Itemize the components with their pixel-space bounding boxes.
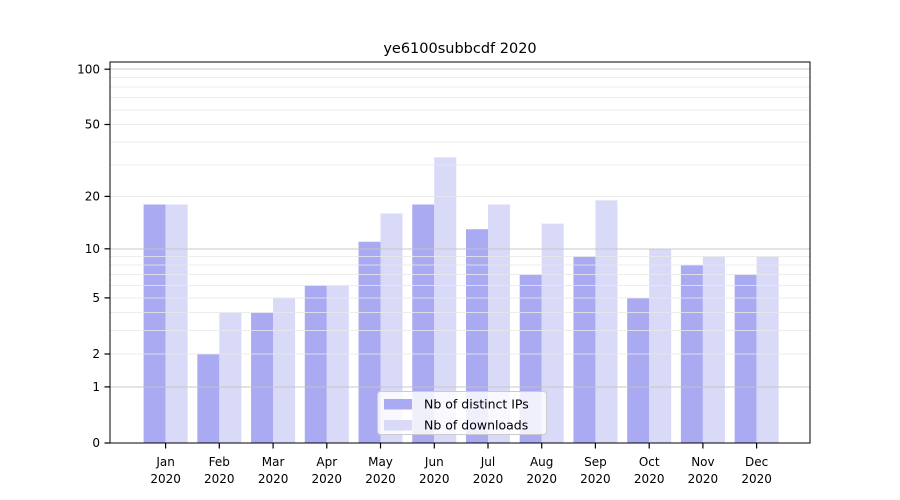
bar-downloads-sep bbox=[595, 200, 618, 443]
chart-title: ye6100subbcdf 2020 bbox=[383, 41, 536, 57]
y-tick-label: 1 bbox=[92, 380, 100, 394]
bar-distinct-ips-oct bbox=[627, 297, 650, 443]
y-tick-label: 0 bbox=[92, 436, 100, 450]
legend-box bbox=[377, 391, 547, 435]
x-tick-label-month: Aug bbox=[530, 455, 553, 469]
bar-downloads-jan bbox=[165, 204, 188, 443]
x-tick-label-year: 2020 bbox=[473, 472, 504, 486]
bar-distinct-ips-jul bbox=[465, 229, 488, 443]
legend-swatch-distinct-ips bbox=[384, 399, 412, 410]
gridlines-group bbox=[110, 68, 810, 388]
x-axis: Jan 2020 Feb 2020 Mar 2020 Apr 2020 May 2020 Jun 20… bbox=[150, 443, 772, 486]
y-tick-label: 50 bbox=[85, 118, 100, 132]
bar-downloads-aug bbox=[541, 223, 564, 443]
bar-downloads-mar bbox=[273, 297, 296, 443]
bar-downloads-feb bbox=[219, 312, 242, 443]
x-tick-label-month: Feb bbox=[209, 455, 230, 469]
bar-downloads-jun bbox=[434, 157, 457, 444]
plot-border bbox=[109, 61, 811, 444]
bar-distinct-ips-feb bbox=[197, 354, 220, 443]
x-tick-label-year: 2020 bbox=[204, 472, 235, 486]
y-tick-label: 2 bbox=[92, 347, 100, 361]
x-tick-label-month: Nov bbox=[691, 455, 714, 469]
bar-downloads-apr bbox=[326, 285, 349, 443]
legend: Nb of distinct IPs Nb of downloads bbox=[377, 391, 547, 435]
bar-distinct-ips-dec bbox=[734, 274, 757, 443]
x-tick-label-month: Jul bbox=[480, 455, 495, 469]
x-tick-label-month: Apr bbox=[316, 455, 337, 469]
y-tick-label: 5 bbox=[92, 291, 100, 305]
x-tick-label-year: 2020 bbox=[688, 472, 719, 486]
x-tick-label-year: 2020 bbox=[419, 472, 450, 486]
bar-downloads-may bbox=[380, 213, 403, 443]
x-tick-label-month: Sep bbox=[584, 455, 607, 469]
x-tick-label-month: Dec bbox=[745, 455, 768, 469]
bar-distinct-ips-apr bbox=[304, 285, 327, 443]
x-tick-label-year: 2020 bbox=[312, 472, 343, 486]
x-tick-label-year: 2020 bbox=[258, 472, 289, 486]
bar-downloads-nov bbox=[702, 256, 725, 443]
bar-downloads-jul bbox=[487, 204, 510, 443]
y-tick-label: 20 bbox=[85, 190, 100, 204]
x-tick-label-year: 2020 bbox=[365, 472, 396, 486]
legend-swatch-downloads bbox=[384, 420, 412, 431]
x-tick-label-year: 2020 bbox=[741, 472, 772, 486]
x-tick-label-month: Mar bbox=[262, 455, 285, 469]
x-tick-label-month: Jun bbox=[424, 455, 444, 469]
bar-distinct-ips-may bbox=[358, 241, 381, 443]
x-tick-label-month: Oct bbox=[639, 455, 660, 469]
bar-distinct-ips-jan bbox=[143, 204, 166, 443]
y-tick-label: 100 bbox=[77, 62, 100, 76]
bar-distinct-ips-sep bbox=[573, 256, 596, 443]
x-tick-label-month: May bbox=[368, 455, 393, 469]
x-tick-label-year: 2020 bbox=[580, 472, 611, 486]
legend-label-distinct-ips: Nb of distinct IPs bbox=[424, 397, 529, 412]
x-tick-label-year: 2020 bbox=[634, 472, 665, 486]
legend-label-downloads: Nb of downloads bbox=[424, 418, 528, 433]
bar-downloads-oct bbox=[649, 248, 672, 443]
y-tick-label: 10 bbox=[85, 242, 100, 256]
bar-downloads-dec bbox=[756, 256, 779, 443]
x-tick-label-month: Jan bbox=[155, 455, 175, 469]
bar-distinct-ips-mar bbox=[251, 312, 274, 443]
x-tick-label-year: 2020 bbox=[150, 472, 181, 486]
x-tick-label-year: 2020 bbox=[526, 472, 557, 486]
y-axis: 0 1 2 5 10 20 50 100 bbox=[77, 62, 110, 450]
bars-group bbox=[143, 157, 779, 444]
bar-distinct-ips-jun bbox=[412, 204, 435, 443]
